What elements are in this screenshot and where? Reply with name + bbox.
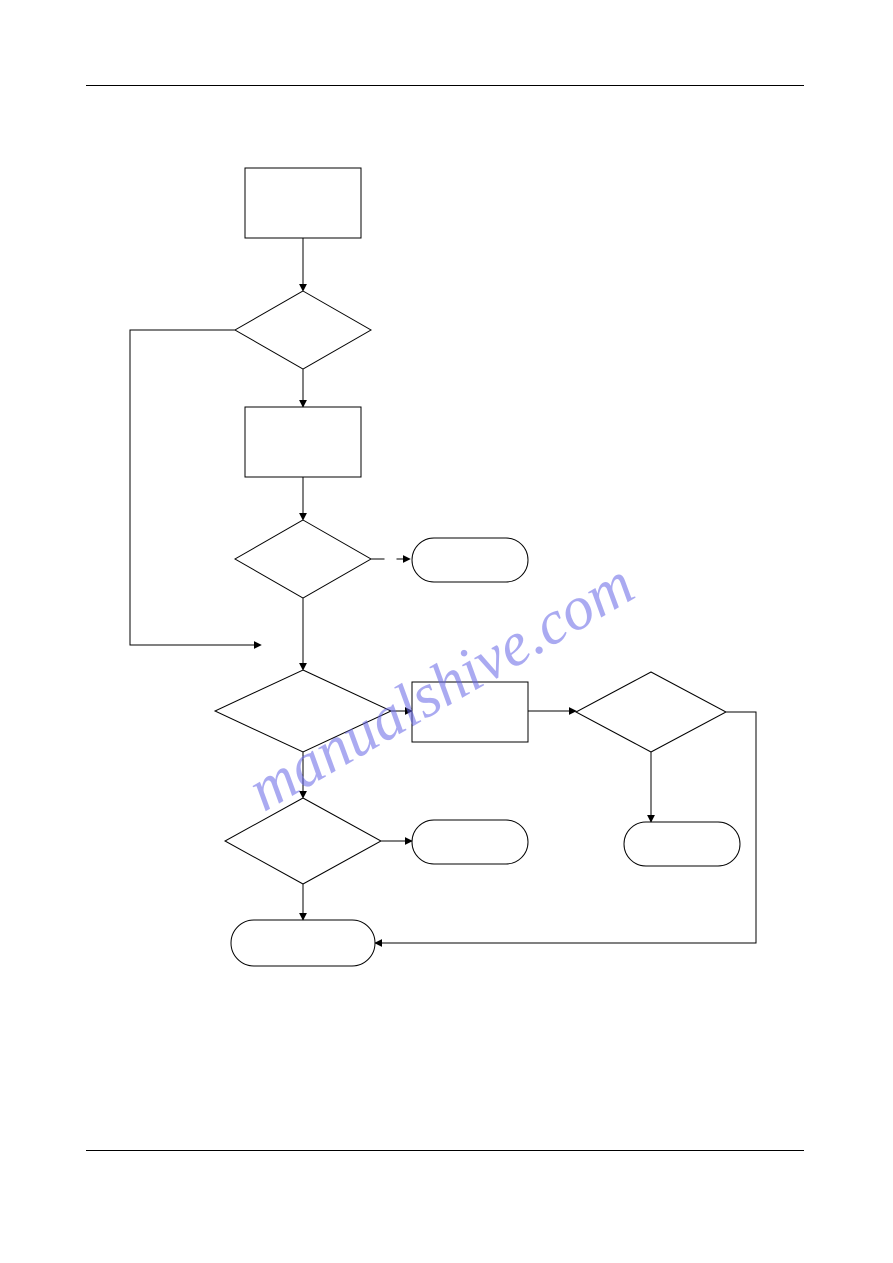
node-t3 bbox=[412, 820, 528, 864]
document-page: manualshive.com bbox=[0, 0, 893, 1263]
node-d5 bbox=[225, 798, 381, 884]
node-t2 bbox=[624, 822, 740, 866]
node-n1 bbox=[245, 168, 361, 238]
node-t4 bbox=[231, 920, 375, 966]
node-t1 bbox=[412, 538, 528, 582]
flowchart bbox=[0, 0, 893, 1263]
node-d4 bbox=[576, 672, 726, 752]
node-n2 bbox=[245, 407, 361, 477]
node-n3 bbox=[412, 682, 528, 742]
node-d3 bbox=[215, 670, 391, 752]
node-d1 bbox=[235, 291, 371, 369]
edge bbox=[130, 330, 261, 645]
edge bbox=[375, 712, 756, 943]
node-d2 bbox=[235, 520, 371, 598]
